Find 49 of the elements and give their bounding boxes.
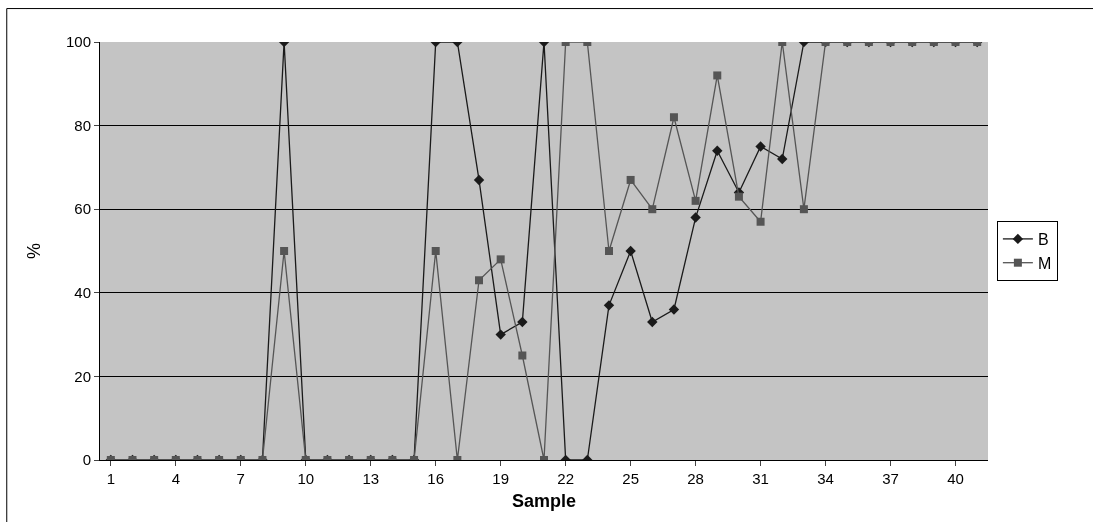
legend-label: M bbox=[1037, 254, 1052, 272]
point bbox=[473, 174, 485, 186]
point bbox=[647, 316, 658, 328]
point bbox=[799, 205, 808, 214]
point bbox=[625, 245, 636, 257]
y-tick-label: 80 bbox=[74, 116, 91, 134]
point bbox=[755, 141, 766, 152]
x-tick-label: 4 bbox=[171, 470, 180, 487]
x-tick-label: 10 bbox=[297, 470, 315, 487]
x-tick-label: 13 bbox=[362, 470, 380, 487]
x-axis-title: Sample bbox=[511, 491, 577, 512]
x-tick-label: 7 bbox=[236, 470, 245, 487]
x-tick-label: 40 bbox=[947, 470, 964, 487]
x-tick-label: 28 bbox=[687, 470, 704, 487]
x-tick-label: 31 bbox=[752, 470, 769, 487]
point bbox=[756, 217, 765, 226]
x-tick-label: 1 bbox=[106, 470, 115, 487]
point bbox=[626, 175, 635, 184]
point bbox=[475, 276, 484, 285]
y-tick-label: 20 bbox=[74, 367, 91, 385]
point bbox=[669, 113, 678, 122]
point bbox=[668, 304, 680, 315]
point bbox=[280, 247, 289, 255]
legend-label: B bbox=[1037, 231, 1049, 249]
point bbox=[712, 145, 723, 156]
x-tick-label: 37 bbox=[882, 470, 899, 487]
point bbox=[690, 212, 701, 223]
point bbox=[734, 192, 743, 201]
point bbox=[691, 196, 700, 205]
y-tick-label: 100 bbox=[65, 33, 91, 51]
point bbox=[518, 351, 527, 360]
y-tick-label: 40 bbox=[74, 284, 91, 302]
y-axis-title: % bbox=[24, 242, 45, 260]
point bbox=[496, 255, 505, 264]
y-tick-label: 60 bbox=[74, 200, 91, 218]
y-tick-label: 0 bbox=[82, 451, 91, 469]
point bbox=[431, 247, 440, 255]
x-tick-label: 22 bbox=[557, 470, 574, 487]
point bbox=[603, 300, 615, 311]
x-tick-label: 19 bbox=[492, 470, 510, 487]
point bbox=[517, 316, 528, 328]
x-tick-label: 16 bbox=[427, 470, 445, 487]
point bbox=[648, 205, 657, 214]
point bbox=[495, 329, 506, 340]
point bbox=[604, 247, 613, 255]
point bbox=[713, 71, 722, 80]
x-tick-label: 25 bbox=[622, 470, 639, 487]
x-tick-label: 34 bbox=[817, 470, 834, 487]
point bbox=[777, 153, 788, 165]
